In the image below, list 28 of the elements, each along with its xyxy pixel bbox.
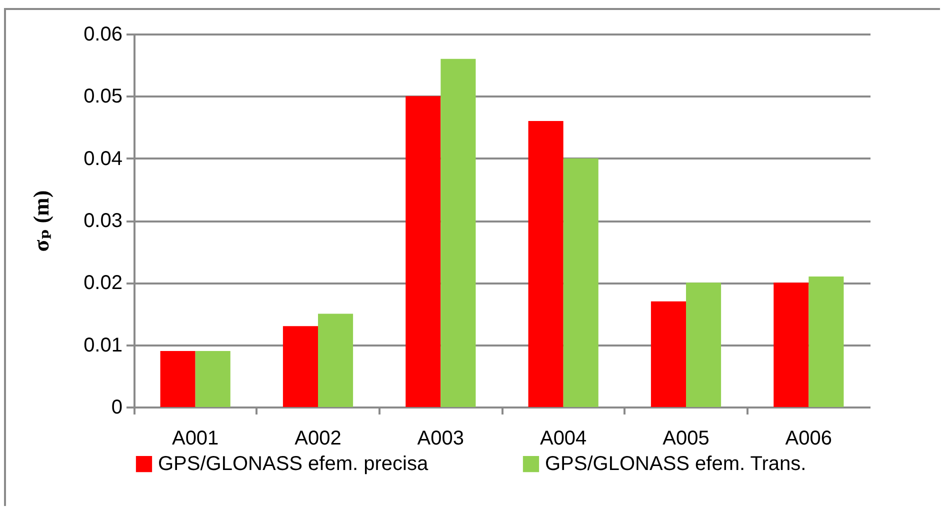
- x-tick-label: A006: [785, 428, 832, 450]
- bar: [160, 351, 196, 407]
- y-tick-label: 0.06: [84, 24, 122, 46]
- bar: [563, 158, 598, 407]
- bar: [406, 96, 441, 407]
- x-tick-label: A004: [540, 428, 587, 450]
- bar: [774, 282, 809, 407]
- x-tick-label: A002: [294, 428, 342, 450]
- bar: [282, 326, 318, 407]
- y-tick-label: 0.04: [84, 148, 122, 170]
- y-tick-label: 0.03: [84, 210, 122, 232]
- x-tick-label: A003: [417, 428, 464, 450]
- y-tick-label: 0.02: [84, 272, 122, 294]
- bar: [195, 351, 230, 407]
- bar: [440, 58, 476, 407]
- bar: [318, 314, 354, 407]
- bar: [528, 121, 564, 407]
- x-tick-label: A005: [662, 428, 710, 450]
- legend-label: GPS/GLONASS efem. Trans.: [545, 453, 806, 475]
- y-tick-label: 0.01: [84, 334, 122, 356]
- bar: [808, 276, 844, 407]
- x-tick-label: A001: [172, 428, 219, 450]
- y-tick-label: 0: [111, 396, 122, 418]
- y-axis-title: σₚ (m): [28, 190, 54, 252]
- bar: [686, 282, 722, 407]
- bar: [650, 301, 686, 407]
- y-tick-label: 0.05: [84, 86, 122, 108]
- legend-label: GPS/GLONASS efem. precisa: [158, 453, 429, 475]
